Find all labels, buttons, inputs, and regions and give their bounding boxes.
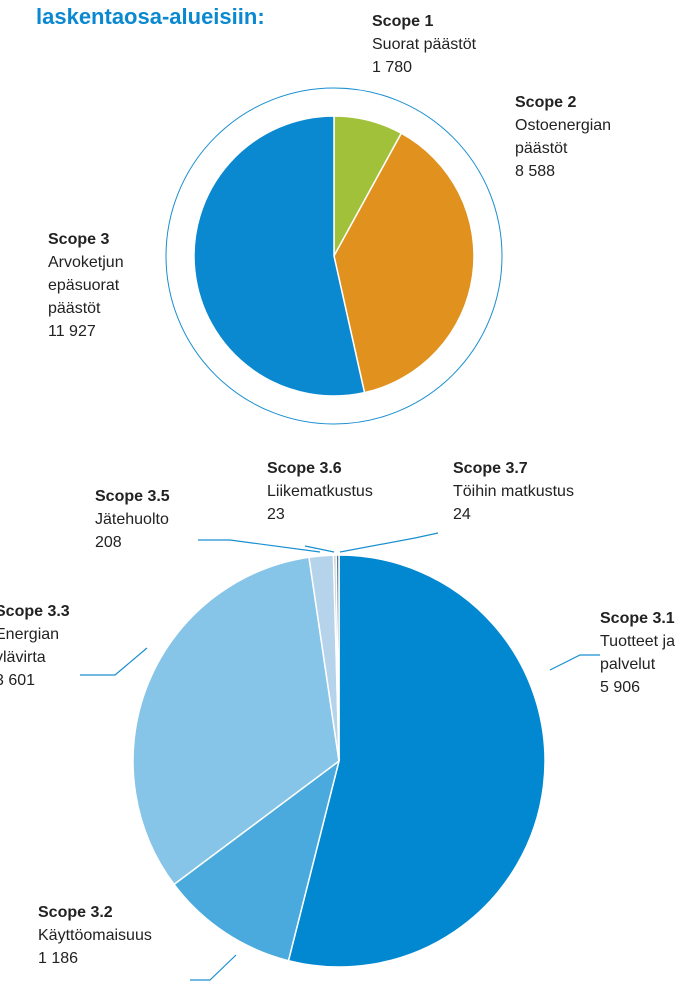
pie-slice (193, 115, 366, 397)
label-name: Scope 3.7 (453, 460, 528, 477)
page-title: laskentaosa-alueisiin: (36, 4, 265, 29)
value-label: 208 (95, 534, 122, 551)
leader-line (339, 532, 439, 553)
label-name: Scope 3.6 (267, 460, 342, 477)
label-description: Jätehuolto (95, 511, 169, 528)
pie-slice (335, 554, 340, 762)
label-name: Scope 3.5 (95, 488, 170, 505)
pie-slice (172, 759, 341, 962)
leader-line (190, 954, 237, 981)
value-label: 1 780 (372, 59, 412, 76)
label-description: päästöt (515, 140, 568, 157)
label-description: ylävirta (0, 649, 46, 666)
label-description: Töihin matkustus (453, 483, 574, 500)
pie-slice (333, 132, 475, 394)
leader-line (198, 539, 321, 553)
leader-line (80, 647, 148, 676)
label-name: Scope 2 (515, 94, 576, 111)
label-description: Arvoketjun (48, 254, 124, 271)
label-description: Energian (0, 626, 59, 643)
value-label: 5 906 (600, 679, 640, 696)
value-label: 11 927 (48, 323, 96, 340)
label-description: Liikematkustus (267, 483, 373, 500)
outer-ring (165, 87, 503, 425)
value-label: 23 (267, 506, 285, 523)
label-description: Käyttöomaisuus (38, 927, 152, 944)
leader-line (549, 654, 600, 671)
value-label: 1 186 (38, 950, 78, 967)
label-description: Suorat päästöt (372, 36, 477, 53)
label-description: Ostoenergian (515, 117, 611, 134)
label-name: Scope 3.3 (0, 603, 70, 620)
label-name: Scope 3.1 (600, 610, 675, 627)
pie-slice (132, 556, 340, 886)
label-name: Scope 3.2 (38, 904, 113, 921)
value-label: 8 588 (515, 163, 555, 180)
pie-slice (287, 554, 546, 968)
value-label: 24 (453, 506, 471, 523)
value-label: 3 601 (0, 672, 35, 689)
label-description: palvelut (600, 656, 656, 673)
label-description: epäsuorat (48, 277, 120, 294)
label-name: Scope 1 (372, 13, 433, 30)
leader-line (304, 545, 335, 553)
label-description: Tuotteet ja (600, 633, 675, 650)
label-description: päästöt (48, 300, 101, 317)
label-name: Scope 3 (48, 231, 109, 248)
